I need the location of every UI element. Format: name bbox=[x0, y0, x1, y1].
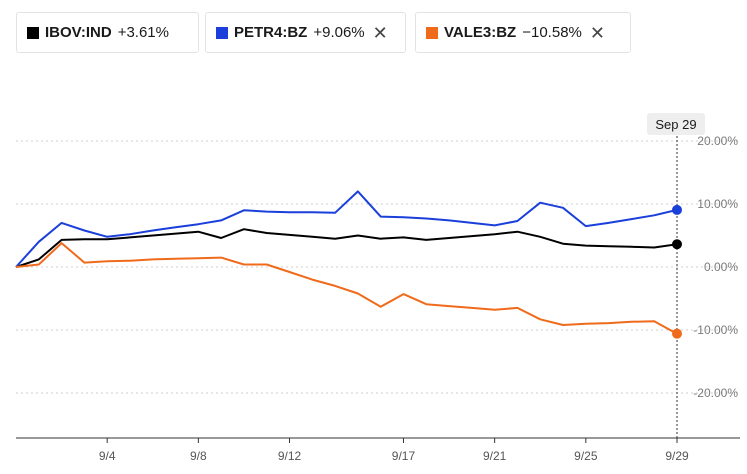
close-icon[interactable]: ✕ bbox=[589, 22, 605, 43]
x-tick-label: 9/4 bbox=[99, 449, 116, 463]
series-endpoint-marker bbox=[672, 328, 682, 339]
close-icon[interactable]: ✕ bbox=[372, 22, 388, 43]
x-tick-label: 9/8 bbox=[190, 449, 207, 463]
x-tick-label: 9/29 bbox=[665, 449, 689, 463]
y-tick-label: 20.00% bbox=[697, 134, 738, 148]
legend-symbol-vale3: VALE3:BZ bbox=[444, 24, 517, 41]
legend-change-ibov: +3.61% bbox=[117, 24, 169, 41]
legend-change-vale3: −10.58% bbox=[522, 24, 582, 41]
x-tick-label: 9/12 bbox=[278, 449, 302, 463]
y-tick-label: 0.00% bbox=[704, 260, 738, 274]
series-endpoint-marker bbox=[672, 239, 682, 250]
legend-change-petr4: +9.06% bbox=[313, 24, 365, 41]
legend-item-vale3: VALE3:BZ −10.58% ✕ bbox=[415, 12, 631, 53]
y-tick-label: -10.00% bbox=[693, 323, 738, 337]
y-tick-label: -20.00% bbox=[693, 386, 738, 400]
legend-item-ibov: IBOV:IND +3.61% bbox=[16, 12, 199, 53]
legend-symbol-petr4: PETR4:BZ bbox=[234, 24, 308, 41]
legend-swatch-vale3 bbox=[426, 26, 438, 39]
y-tick-label: 10.00% bbox=[697, 197, 738, 211]
series-line-ibov-ind bbox=[15, 228, 678, 268]
date-badge-label: Sep 29 bbox=[655, 117, 696, 132]
x-tick-label: 9/21 bbox=[483, 449, 507, 463]
legend-swatch-petr4 bbox=[216, 26, 228, 39]
x-tick-label: 9/17 bbox=[392, 449, 416, 463]
series-line-petr4-bz bbox=[15, 190, 678, 268]
series-endpoint-marker bbox=[672, 204, 682, 215]
series-line-vale3-bz bbox=[15, 242, 678, 335]
date-badge: Sep 29 bbox=[647, 113, 705, 135]
legend-symbol-ibov: IBOV:IND bbox=[45, 24, 112, 41]
legend-item-petr4: PETR4:BZ +9.06% ✕ bbox=[205, 12, 406, 53]
legend-swatch-ibov bbox=[27, 26, 39, 39]
x-tick-label: 9/25 bbox=[574, 449, 598, 463]
